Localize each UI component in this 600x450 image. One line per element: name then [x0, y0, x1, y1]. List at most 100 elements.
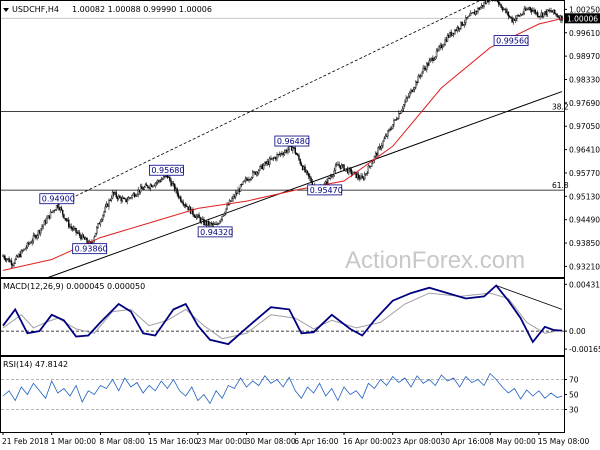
candle-body — [500, 4, 502, 8]
candle-body — [468, 15, 471, 17]
candle-body — [158, 180, 160, 182]
candle-body — [166, 175, 169, 178]
candle-body — [370, 165, 372, 167]
candle-body — [261, 164, 264, 170]
price-level-box — [197, 226, 233, 238]
candle-body — [72, 228, 75, 230]
candle-body — [111, 191, 114, 199]
candle-body — [367, 165, 370, 174]
candle-body — [74, 227, 76, 229]
candle-body — [332, 174, 334, 177]
candle-body — [131, 194, 133, 198]
candle-body — [212, 223, 215, 225]
candle-body — [177, 193, 180, 198]
candle-body — [204, 221, 206, 226]
candle-body — [125, 198, 127, 202]
candle-body — [19, 254, 21, 258]
candle-body — [389, 129, 391, 131]
candle-body — [284, 150, 287, 153]
candle-body — [65, 218, 68, 221]
price-level-label: 0.96480 — [277, 137, 310, 146]
candle-body — [444, 39, 446, 45]
candle-body — [416, 81, 418, 83]
time-tick-label: 15 May 08:00 — [538, 437, 590, 446]
candle-body — [410, 89, 412, 93]
candle-body — [188, 206, 191, 210]
candle-body — [225, 208, 227, 214]
candle-body — [552, 9, 555, 13]
candle-body — [385, 135, 388, 137]
candle-body — [458, 28, 461, 30]
candle-body — [113, 191, 115, 195]
candle-body — [221, 216, 223, 220]
candle-body — [15, 255, 18, 260]
candle-body — [293, 147, 295, 149]
candle-body — [540, 12, 542, 17]
price-level-box — [493, 35, 529, 46]
candle-body — [187, 206, 189, 210]
candle-body — [536, 12, 539, 17]
dropdown-arrow-icon[interactable] — [3, 8, 9, 12]
candle-body — [239, 184, 242, 192]
price-level-label: 0.95680 — [151, 166, 184, 175]
candle-body — [13, 263, 15, 266]
candle-body — [205, 221, 208, 226]
candle-body — [545, 11, 547, 16]
candle-body — [457, 27, 460, 30]
price-panel: ActionForex.com 38.261.8 1.006600.995600… — [0, 0, 569, 286]
time-tick-label: 23 Mar 00:00 — [197, 437, 247, 446]
candle-body — [255, 171, 258, 175]
candle-body — [172, 183, 175, 185]
candle-body — [237, 189, 239, 194]
candle-body — [149, 184, 152, 189]
symbol-timeframe: USDCHF,H4 — [12, 5, 59, 14]
candle-body — [70, 226, 72, 229]
candle-body — [430, 57, 433, 60]
candle-body — [41, 226, 43, 229]
price-axis: 1.00250 0.99610 0.98970 0.98330 0.97690 0.970… — [564, 5, 600, 271]
candle-body — [281, 153, 283, 155]
candle-body — [276, 154, 278, 160]
candle-body — [68, 219, 70, 227]
candle-body — [208, 221, 210, 226]
candle-body — [362, 177, 365, 180]
candle-body — [278, 153, 281, 155]
candle-body — [283, 151, 286, 155]
candle-body — [12, 264, 14, 266]
candle-body — [538, 16, 540, 18]
candle-body — [183, 204, 186, 206]
candle-body — [356, 174, 359, 179]
candle-body — [86, 237, 88, 243]
rsi-tick-label: 50 — [569, 391, 579, 400]
candle-body — [484, 2, 486, 4]
candle-body — [36, 235, 38, 239]
candle-body — [445, 39, 448, 42]
candle-body — [209, 222, 211, 226]
candle-body — [519, 14, 522, 17]
candle-body — [197, 214, 199, 217]
candle-body — [119, 195, 121, 198]
candle-body — [286, 150, 288, 153]
candle-body — [422, 67, 424, 73]
candle-body — [206, 221, 209, 226]
candle-body — [479, 7, 482, 10]
candle-body — [331, 176, 333, 178]
candle-body — [121, 197, 124, 202]
candle-body — [107, 203, 109, 207]
price-tick-label: 0.97690 — [569, 99, 600, 108]
price-tick-label: 0.95130 — [569, 192, 600, 201]
candle-body — [506, 11, 508, 13]
candle-body — [329, 176, 332, 179]
candle-body — [260, 164, 262, 167]
candle-body — [557, 16, 560, 18]
candle-body — [163, 176, 165, 180]
candle-body — [40, 228, 42, 234]
candle-body — [553, 9, 556, 14]
candle-body — [543, 12, 545, 17]
candle-body — [14, 259, 16, 264]
candle-body — [560, 15, 562, 20]
candle-body — [170, 180, 172, 186]
candle-body — [226, 204, 228, 210]
candle-body — [231, 198, 233, 202]
candle-body — [21, 250, 24, 252]
